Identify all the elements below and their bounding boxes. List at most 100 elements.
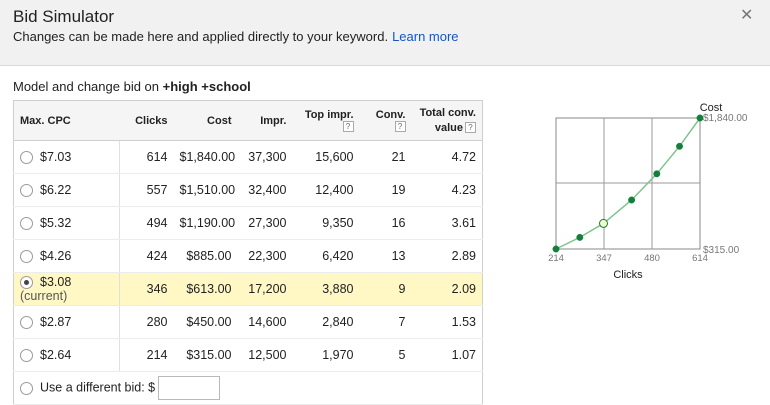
col-max-cpc[interactable]: Max. CPC bbox=[13, 100, 120, 141]
dialog-header: Bid Simulator Changes can be made here a… bbox=[0, 0, 770, 66]
top-impr-cell: 2,840 bbox=[292, 305, 360, 339]
bid-radio[interactable] bbox=[20, 184, 33, 198]
top-impr-cell: 3,880 bbox=[292, 272, 360, 306]
total-conv-cell: 2.89 bbox=[411, 239, 483, 273]
learn-more-link[interactable]: Learn more bbox=[392, 29, 459, 44]
x-axis-label: Clicks bbox=[613, 269, 643, 281]
model-prefix: Model and change bid on bbox=[13, 79, 160, 94]
col-top-impr[interactable]: Top impr.? bbox=[292, 100, 360, 141]
clicks-cell: 614 bbox=[119, 140, 174, 174]
bid-radio[interactable] bbox=[20, 217, 33, 231]
custom-bid-radio[interactable] bbox=[20, 381, 33, 395]
col-clicks[interactable]: Clicks bbox=[119, 100, 174, 141]
bid-cell[interactable]: $4.26 bbox=[13, 239, 120, 273]
data-point bbox=[576, 233, 584, 241]
close-icon[interactable]: ✕ bbox=[740, 7, 754, 24]
y-tick-max: $1,840.00 bbox=[703, 113, 748, 124]
table-row-current[interactable]: $3.08 (current) 346 $613.00 17,200 3,880… bbox=[13, 272, 483, 306]
bid-value: $5.32 bbox=[40, 215, 72, 230]
bid-value: $6.22 bbox=[40, 182, 72, 197]
custom-bid-input[interactable] bbox=[158, 376, 221, 400]
conv-cell: 5 bbox=[359, 338, 412, 372]
impr-cell: 22,300 bbox=[237, 239, 293, 273]
impr-cell: 37,300 bbox=[237, 140, 293, 174]
col-total-conv-line2: value bbox=[434, 121, 463, 134]
table-header-row: Max. CPC Clicks Cost Impr. Top impr.? Co… bbox=[13, 100, 483, 141]
help-icon[interactable]: ? bbox=[394, 121, 406, 133]
impr-cell: 17,200 bbox=[237, 272, 293, 306]
col-cost[interactable]: Cost bbox=[173, 100, 238, 141]
cost-cell: $613.00 bbox=[173, 272, 238, 306]
bid-radio[interactable] bbox=[20, 349, 33, 363]
total-conv-cell: 3.61 bbox=[411, 206, 483, 240]
x-tick-label: 214 bbox=[548, 253, 564, 264]
dialog-title: Bid Simulator bbox=[13, 7, 115, 26]
conv-cell: 7 bbox=[359, 305, 412, 339]
bid-value: $7.03 bbox=[40, 149, 72, 164]
col-conv-label: Conv. bbox=[375, 108, 406, 121]
data-points bbox=[552, 114, 704, 253]
clicks-cell: 424 bbox=[119, 239, 174, 273]
cost-cell: $1,190.00 bbox=[173, 206, 238, 240]
table-row[interactable]: $7.03 614 $1,840.00 37,300 15,600 21 4.7… bbox=[13, 140, 483, 174]
help-icon[interactable]: ? bbox=[465, 122, 476, 134]
clicks-cell: 214 bbox=[119, 338, 174, 372]
bid-radio[interactable] bbox=[20, 316, 33, 330]
table-row[interactable]: $4.26 424 $885.00 22,300 6,420 13 2.89 bbox=[13, 239, 483, 273]
custom-bid-label: Use a different bid: $ bbox=[40, 380, 156, 395]
cost-cell: $315.00 bbox=[173, 338, 238, 372]
bid-cell[interactable]: $2.64 bbox=[13, 338, 120, 372]
data-point bbox=[552, 245, 560, 253]
table-row[interactable]: $6.22 557 $1,510.00 32,400 12,400 19 4.2… bbox=[13, 173, 483, 207]
subtitle-text: Changes can be made here and applied dir… bbox=[13, 29, 389, 44]
bid-table: Max. CPC Clicks Cost Impr. Top impr.? Co… bbox=[13, 100, 483, 405]
impr-cell: 14,600 bbox=[237, 305, 293, 339]
col-conv[interactable]: Conv.? bbox=[359, 100, 412, 141]
conv-cell: 21 bbox=[359, 140, 412, 174]
data-point bbox=[628, 196, 636, 204]
data-point bbox=[676, 142, 683, 150]
help-icon[interactable]: ? bbox=[342, 121, 354, 133]
clicks-cell: 494 bbox=[119, 206, 174, 240]
table-row[interactable]: $5.32 494 $1,190.00 27,300 9,350 16 3.61 bbox=[13, 206, 483, 240]
dialog-subtitle: Changes can be made here and applied dir… bbox=[13, 29, 459, 44]
x-tick-label: 347 bbox=[596, 253, 612, 264]
table-row[interactable]: $2.64 214 $315.00 12,500 1,970 5 1.07 bbox=[13, 338, 483, 372]
bid-radio[interactable] bbox=[20, 250, 33, 264]
data-point bbox=[653, 170, 661, 178]
bid-value: $2.87 bbox=[40, 314, 72, 329]
custom-bid-cell[interactable]: Use a different bid: $ bbox=[13, 371, 483, 405]
custom-bid-row[interactable]: Use a different bid: $ bbox=[13, 371, 483, 405]
conv-cell: 16 bbox=[359, 206, 412, 240]
current-data-point bbox=[599, 218, 608, 228]
y-axis-label: Cost bbox=[700, 102, 723, 114]
total-conv-cell: 4.72 bbox=[411, 140, 483, 174]
total-conv-cell: 1.53 bbox=[411, 305, 483, 339]
cost-cell: $450.00 bbox=[173, 305, 238, 339]
bid-value: $4.26 bbox=[40, 248, 72, 263]
clicks-cell: 557 bbox=[119, 173, 174, 207]
bid-cell[interactable]: $6.22 bbox=[13, 173, 120, 207]
bid-cell[interactable]: $5.32 bbox=[13, 206, 120, 240]
bid-radio[interactable] bbox=[20, 151, 33, 165]
bid-cell[interactable]: $2.87 bbox=[13, 305, 120, 339]
total-conv-cell: 1.07 bbox=[411, 338, 483, 372]
bid-radio-selected[interactable] bbox=[20, 276, 33, 290]
col-impr[interactable]: Impr. bbox=[237, 100, 293, 141]
conv-cell: 9 bbox=[359, 272, 412, 306]
bid-cell[interactable]: $3.08 (current) bbox=[13, 272, 120, 306]
cost-cell: $1,840.00 bbox=[173, 140, 238, 174]
impr-cell: 27,300 bbox=[237, 206, 293, 240]
total-conv-cell: 2.09 bbox=[411, 272, 483, 306]
impr-cell: 12,500 bbox=[237, 338, 293, 372]
conv-cell: 13 bbox=[359, 239, 412, 273]
bid-cell[interactable]: $7.03 bbox=[13, 140, 120, 174]
bid-value: $3.08 bbox=[40, 274, 72, 289]
cost-cell: $885.00 bbox=[173, 239, 238, 273]
total-conv-cell: 4.23 bbox=[411, 173, 483, 207]
col-total-conv-value[interactable]: Total conv. value? bbox=[411, 100, 483, 141]
model-line: Model and change bid on +high +school bbox=[13, 79, 251, 94]
top-impr-cell: 12,400 bbox=[292, 173, 360, 207]
bid-value: $2.64 bbox=[40, 347, 72, 362]
table-row[interactable]: $2.87 280 $450.00 14,600 2,840 7 1.53 bbox=[13, 305, 483, 339]
